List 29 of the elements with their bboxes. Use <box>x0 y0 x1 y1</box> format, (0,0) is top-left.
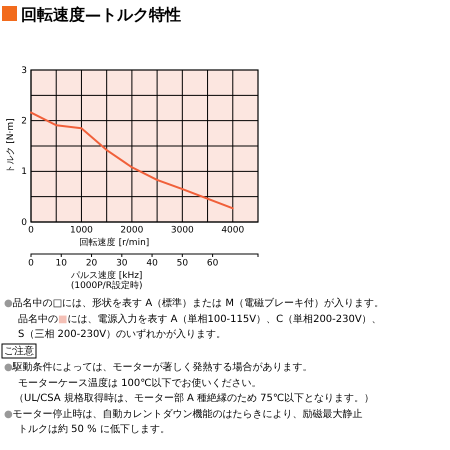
text: モーターケース温度は 100℃以下でお使いください。 <box>18 377 262 389</box>
x2-axis-title: パルス速度 [kHz] (1000P/R設定時) <box>70 270 142 291</box>
line-series <box>30 112 234 210</box>
text: ●品名中の□には、形状を表す A（標準）または M（電磁ブレーキ付）が入ります。 <box>4 297 384 309</box>
y-tick-label: 1 <box>21 167 27 178</box>
x-axis-title: 回転速度 [r/min] <box>80 237 150 248</box>
x2-tick-label: 0 <box>28 258 34 268</box>
x-tick-label: 2000 <box>120 225 144 236</box>
text: 品名中の■には、電源入力を表す A（単相100-115V）、C（単相200-230V）、 <box>18 313 382 325</box>
y-tick-label: 2 <box>21 116 27 127</box>
x2-tick-label: 40 <box>146 258 158 268</box>
y-tick-label: 0 <box>21 218 28 228</box>
x-tick-label: 3000 <box>170 225 194 236</box>
text: S（三相 200-230V）のいずれかが入ります。 <box>18 328 226 340</box>
text: トルクは約 50 % に低下します。 <box>18 424 170 435</box>
y-axis-title: トルク [N·m] <box>6 118 16 174</box>
x2-tick-label: 20 <box>86 258 98 268</box>
x-tick-label: 1000 <box>70 225 94 236</box>
text: ●モーター停止時は、自動カレントダウン機能のはたらきにより、励磁最大静止 <box>4 408 363 420</box>
text: ●駆動条件によっては、モーターが著しく発熱する場合があります。 <box>4 361 313 373</box>
x2-tick-label: 50 <box>176 258 188 268</box>
x2-tick-label: 60 <box>206 258 219 268</box>
x-tick-label: 0 <box>28 225 34 236</box>
y-tick-label: 3 <box>21 66 27 76</box>
x-tick-label: 4000 <box>221 225 245 236</box>
x2-tick-label: 30 <box>116 258 128 268</box>
text: （UL/CSA 規格取得時は、モーター部 A 種絶縁のため 75℃以下となります。） <box>14 392 374 404</box>
chart-title: 回転速度—トルク特性 <box>21 5 181 24</box>
x2-tick-label: 10 <box>56 258 68 268</box>
